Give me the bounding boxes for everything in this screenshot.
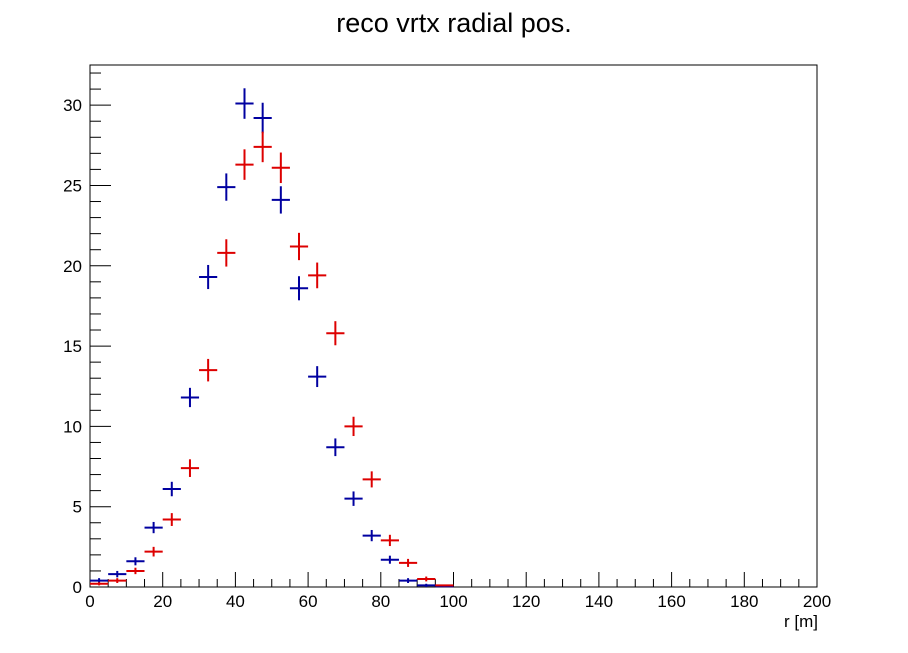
x-tick-label: 100	[439, 592, 467, 611]
x-tick-label: 140	[585, 592, 613, 611]
x-axis-label: r [m]	[784, 612, 818, 631]
y-tick-label: 15	[63, 337, 82, 356]
x-tick-label: 200	[803, 592, 831, 611]
x-tick-label: 0	[85, 592, 94, 611]
y-tick-label: 5	[73, 498, 82, 517]
x-tick-label: 40	[226, 592, 245, 611]
x-tick-label: 60	[299, 592, 318, 611]
x-tick-label: 160	[657, 592, 685, 611]
y-tick-label: 0	[73, 578, 82, 597]
x-tick-label: 180	[730, 592, 758, 611]
chart-title: reco vrtx radial pos.	[336, 8, 572, 38]
plot-frame	[89, 64, 818, 588]
x-tick-label: 80	[371, 592, 390, 611]
y-tick-label: 20	[63, 257, 82, 276]
y-tick-label: 10	[63, 417, 82, 436]
x-tick-label: 120	[512, 592, 540, 611]
y-tick-label: 30	[63, 96, 82, 115]
x-tick-label: 20	[153, 592, 172, 611]
y-tick-label: 25	[63, 176, 82, 195]
